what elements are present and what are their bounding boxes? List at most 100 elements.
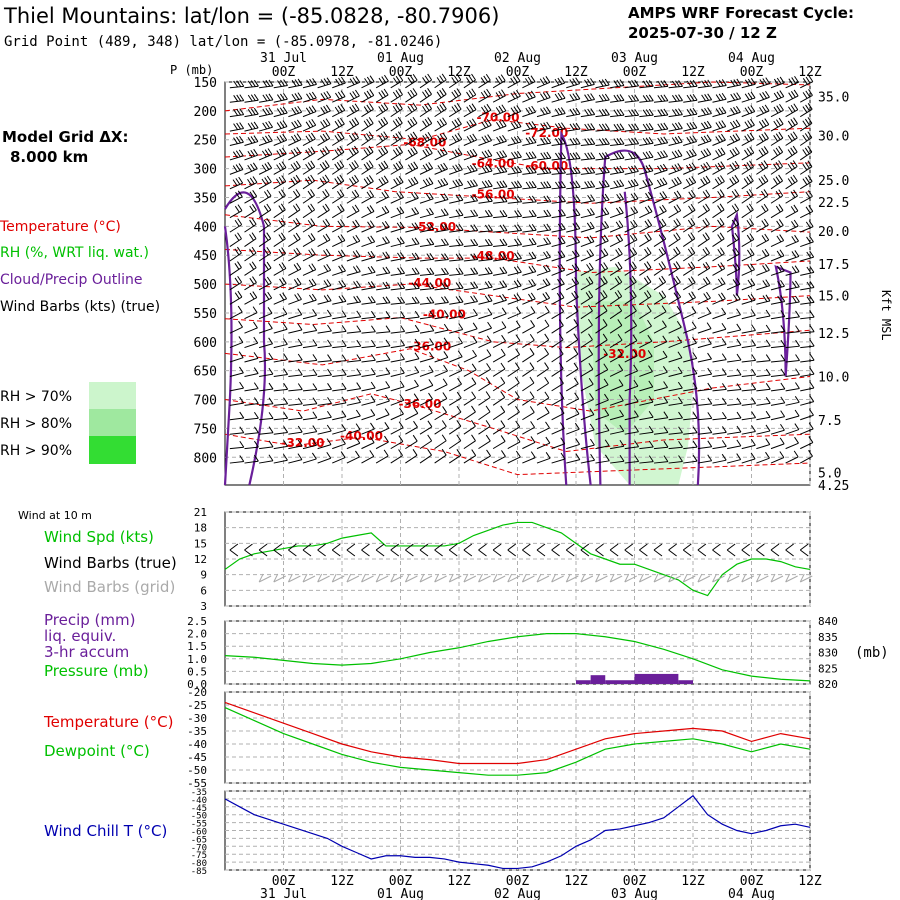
wind-barb (493, 252, 508, 262)
wind-barb (478, 321, 492, 334)
wind-barb (434, 253, 449, 262)
wind-barb (492, 391, 506, 406)
wind-barb (727, 338, 742, 349)
grid-point-subtitle: Grid Point (489, 348) lat/lon = (-85.097… (4, 34, 442, 50)
wind-barb (492, 89, 506, 103)
wind-barb-grid (536, 573, 550, 583)
wind-barb (785, 160, 798, 175)
wind-barb-true (302, 543, 312, 557)
wind-barb (288, 397, 303, 406)
wind-barb (478, 224, 493, 233)
wind-barb (361, 422, 375, 435)
upper-y-tick: 650 (194, 365, 217, 380)
wind-barb (800, 450, 813, 464)
legend-wind: Wind Barbs (kts) (true) (0, 299, 160, 315)
wind-barb (302, 425, 318, 435)
wind-barb (756, 90, 770, 103)
wind-barb (346, 354, 362, 363)
wind-barb (522, 166, 537, 175)
wind-barb (551, 437, 566, 450)
wind-barb (507, 180, 523, 190)
wind-barb (536, 305, 550, 320)
wind-barb (770, 295, 786, 305)
wind-barb (448, 102, 462, 118)
wind-barb (741, 354, 757, 363)
wind-barb (610, 165, 625, 175)
bottom-date-label: 04 Aug (728, 887, 775, 900)
wind-barb (419, 117, 433, 132)
wind-barb (346, 450, 360, 464)
wind-barb (229, 190, 243, 204)
wind-barb (536, 452, 551, 464)
wind-barb (683, 79, 698, 89)
wind-barb (756, 118, 770, 132)
wind-barb (683, 321, 697, 334)
wind-barb (522, 376, 535, 392)
wind-barb (419, 420, 433, 435)
wind-barb (770, 103, 784, 118)
wind-barb (390, 88, 403, 103)
bottom-x-tick: 00Z (272, 874, 296, 889)
wind-barb (668, 80, 683, 89)
wind-barb-grid (741, 573, 754, 583)
wind-barb (288, 368, 303, 377)
temperature-contour-label: -56.00 (472, 188, 515, 202)
wind-barb (551, 305, 565, 320)
wind-barb (376, 311, 391, 320)
wind-barb (463, 449, 477, 464)
wind-barb (331, 204, 345, 219)
wind-barb (565, 304, 579, 320)
wind-barb (361, 367, 376, 377)
wind-barb (507, 420, 521, 435)
wind-barb (346, 234, 361, 248)
wind-barb (449, 223, 464, 233)
wind-barb (478, 349, 492, 363)
wind-barb-true (639, 543, 648, 557)
wind-barb (536, 319, 550, 334)
wind-barb (800, 367, 815, 377)
wind-barb (551, 263, 566, 276)
wind-barb (551, 362, 564, 377)
wind-barb (536, 362, 549, 377)
wind-barb (273, 307, 288, 320)
wind-barb (405, 449, 418, 464)
wind-barb (536, 421, 550, 435)
wind-barb (361, 281, 376, 291)
upper-kft-tick: 22.5 (818, 196, 849, 211)
wind-barb (770, 279, 785, 291)
wind-barb (229, 426, 245, 435)
tempdew-y-tick: -45 (187, 751, 207, 764)
wind-barb (800, 325, 815, 334)
upper-x-tick: 12Z (564, 65, 588, 80)
wind-barb (536, 291, 551, 305)
wind-barb (244, 94, 259, 103)
wind-barb (390, 236, 405, 248)
wind-barb (580, 108, 596, 118)
wind-barb (288, 232, 301, 247)
wind-barb (288, 119, 302, 132)
wind-barb (492, 321, 507, 334)
bottom-x-tick: 12Z (681, 874, 705, 889)
wind-barb (770, 437, 785, 450)
wind-barb (244, 162, 258, 175)
wind-barb (463, 322, 478, 334)
wind-barb (595, 304, 608, 320)
wind-barb (346, 396, 361, 406)
forecast-cycle-label: AMPS WRF Forecast Cycle: (628, 4, 854, 22)
wind-barb (712, 397, 727, 406)
wind-barb (507, 376, 520, 392)
wind-barb (492, 307, 507, 320)
wind-barb (741, 91, 756, 103)
wind-barb-true (448, 543, 458, 557)
wind-barb (302, 118, 317, 132)
wind-barb (317, 339, 332, 349)
wind-barb (419, 365, 434, 377)
wind-barb (595, 454, 610, 464)
wind-barb (609, 261, 623, 276)
wind-barb (800, 205, 814, 219)
wind-barb (229, 204, 243, 219)
wind-barb (683, 148, 697, 161)
wind-barb (302, 174, 316, 190)
wind-barb-true (419, 543, 429, 557)
wind-barb (639, 191, 653, 204)
